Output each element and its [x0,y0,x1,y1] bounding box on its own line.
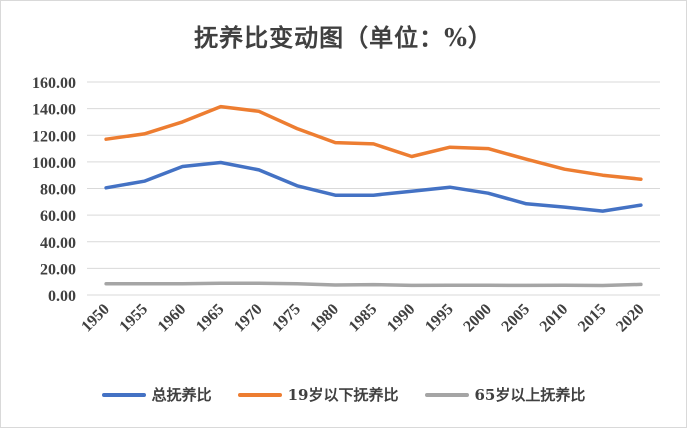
y-tick-label: 60.00 [40,208,76,225]
x-tick-label: 1975 [269,301,304,336]
x-tick-label: 2000 [460,301,495,336]
y-tick-label: 20.00 [40,261,76,278]
legend-swatch-under19 [237,392,282,397]
grid-lines [87,81,660,296]
y-tick-label: 140.00 [32,102,76,119]
x-tick-label: 1970 [231,301,266,336]
x-tick-label: 2020 [613,301,648,336]
x-axis-ticks: 1950 1955 1960 1965 1970 1975 1980 1985 1990 1995… [78,301,647,336]
legend-swatch-total [101,392,146,397]
legend: 总抚养比 19岁以下抚养比 65岁以上抚养比 [0,384,687,405]
y-tick-label: 160.00 [32,75,76,92]
y-axis-ticks: 0.00 20.00 40.00 60.00 80.00 100.00 120.00 140.… [32,75,76,305]
legend-item-under19: 19岁以下抚养比 [237,384,399,405]
x-tick-label: 2015 [575,301,610,336]
chart-title: 抚养比变动图（单位：%） [194,23,493,52]
legend-label-under19: 19岁以下抚养比 [287,386,399,404]
series-line-2 [104,281,643,288]
x-tick-label: 1990 [384,301,419,336]
legend-item-over65: 65岁以上抚养比 [424,384,586,405]
x-tick-label: 1995 [422,301,457,336]
y-tick-label: 0.00 [48,288,76,305]
x-tick-label: 1960 [155,301,190,336]
x-tick-label: 1980 [307,301,342,336]
series-line-1 [104,104,643,181]
y-tick-label: 100.00 [32,155,76,172]
x-tick-label: 1965 [193,301,228,336]
series-lines [104,104,643,288]
x-tick-label: 2010 [537,301,572,336]
x-tick-label: 1955 [116,301,151,336]
legend-swatch-over65 [424,392,469,397]
y-tick-label: 120.00 [32,128,76,145]
x-tick-label: 1985 [346,301,381,336]
legend-label-over65: 65岁以上抚养比 [474,386,586,404]
y-tick-label: 80.00 [40,182,76,199]
series-line-0 [104,160,643,213]
legend-item-total: 总抚养比 [101,384,212,405]
x-tick-label: 1950 [78,301,113,336]
y-tick-label: 40.00 [40,235,76,252]
x-tick-label: 2005 [498,301,533,336]
legend-label-total: 总抚养比 [151,386,212,404]
